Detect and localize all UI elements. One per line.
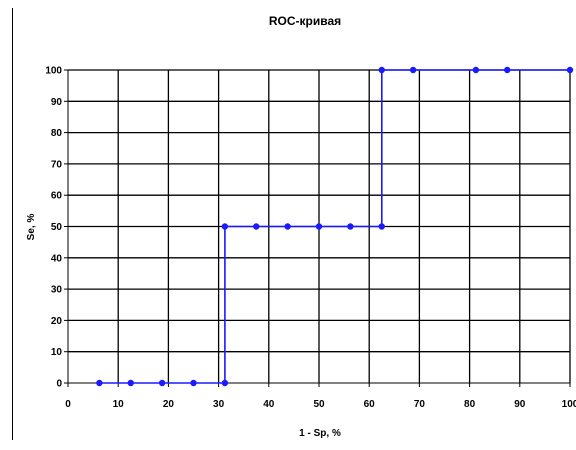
data-point-0 (96, 379, 103, 387)
y-tick-label-40: 40 (51, 253, 63, 264)
data-point-12 (409, 66, 417, 74)
data-point-15 (566, 66, 574, 74)
data-point-2 (158, 379, 166, 387)
data-point-3 (190, 379, 197, 387)
x-tick-label-20: 20 (163, 399, 175, 410)
x-tick-label-0: 0 (65, 399, 71, 410)
chart-title: ROC-кривая (269, 14, 341, 28)
y-tick-label-90: 90 (51, 97, 63, 108)
x-axis-label: 1 - Sp, % (299, 428, 341, 439)
data-point-6 (253, 223, 260, 230)
y-tick-label-80: 80 (51, 128, 63, 139)
data-point-4 (221, 379, 229, 387)
data-point-5 (221, 223, 229, 230)
y-tick-label-20: 20 (51, 316, 63, 327)
data-point-10 (378, 223, 385, 230)
data-point-14 (504, 66, 511, 74)
x-tick-label-100: 100 (562, 399, 576, 410)
x-tick-label-90: 90 (514, 399, 526, 410)
left-border-line (12, 8, 13, 440)
y-axis-label: Se, % (26, 214, 37, 241)
y-tick-label-100: 100 (45, 66, 62, 77)
x-tick-label-40: 40 (263, 399, 275, 410)
y-tick-label-0: 0 (56, 379, 62, 390)
x-tick-label-60: 60 (364, 399, 376, 410)
roc-line-series-0 (99, 69, 570, 384)
data-point-8 (315, 223, 323, 230)
x-tick-label-10: 10 (113, 399, 125, 410)
x-tick-label-70: 70 (414, 399, 426, 410)
data-point-7 (284, 223, 291, 230)
data-point-11 (378, 66, 385, 74)
x-tick-label-30: 30 (213, 399, 225, 410)
y-tick-label-60: 60 (51, 191, 63, 202)
y-tick-label-50: 50 (51, 222, 63, 233)
data-point-9 (347, 223, 354, 230)
y-tick-label-30: 30 (51, 285, 63, 296)
series-layer (96, 66, 574, 387)
y-tick-label-70: 70 (51, 159, 63, 170)
tick-labels: 0 10 20 30 40 50 60 70 80 90 100 0 10 20 30 40 50 60 70 80 9… (45, 66, 576, 411)
x-tick-label-50: 50 (313, 399, 325, 410)
x-tick-label-80: 80 (464, 399, 476, 410)
data-point-1 (127, 379, 134, 387)
y-tick-label-10: 10 (51, 347, 63, 358)
data-point-13 (472, 66, 480, 74)
